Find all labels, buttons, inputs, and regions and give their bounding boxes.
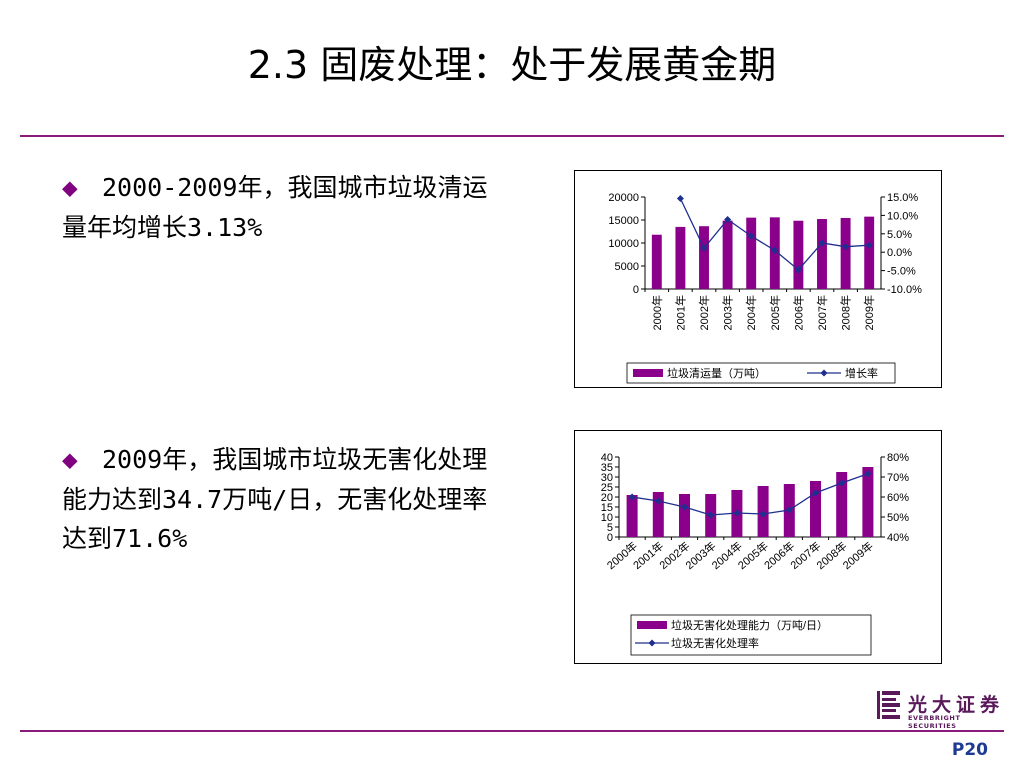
series-line-垃圾无害化处理率 — [632, 473, 869, 516]
chart-harmless-treatment-svg: 403530252015105080%70%60%50%40%2000年2001… — [601, 452, 909, 656]
x-tick-label: 2006年 — [791, 295, 805, 330]
x-tick-label: 2008年 — [839, 295, 853, 330]
x-tick-label: 2000年 — [650, 295, 664, 330]
logo-text-en: EVERBRIGHT SECURITIES — [908, 714, 961, 730]
data-point — [842, 243, 850, 251]
bar-2008年 — [840, 217, 851, 289]
diamond-bullet-icon: ◆ — [62, 445, 78, 475]
y-tick-label-left: 20 — [601, 492, 613, 504]
bar-2002年 — [699, 226, 709, 289]
data-point — [759, 510, 767, 518]
y-tick-label-left: 10000 — [608, 238, 639, 250]
chart-harmless-treatment: 40 35 30 25 20 15 10 5 0 80% 70% 60% 50% 40% 2000年 2001… — [574, 430, 942, 664]
data-point — [700, 244, 708, 252]
y-tick-label-right: 40% — [887, 532, 909, 544]
x-tick-label: 2002年 — [697, 295, 711, 330]
y-tick-label-right: 5.0% — [887, 229, 912, 241]
data-point — [771, 246, 779, 254]
bar-2009年 — [862, 467, 874, 537]
data-point — [676, 194, 684, 202]
data-point — [747, 232, 755, 240]
bar-2007年 — [817, 219, 827, 289]
y-tick-label-right: 50% — [887, 512, 909, 524]
legend-bar-swatch — [637, 621, 667, 629]
data-point — [724, 215, 732, 223]
data-point — [681, 503, 688, 511]
legend-marker — [648, 639, 656, 647]
page-number: P20 — [951, 740, 988, 760]
chart-garbage-collection: 20000 15000 10000 5000 0 15.0% 10.0% 5.0% 0.0% -5… — [574, 170, 942, 388]
y-tick-label-left: 20000 — [608, 192, 639, 204]
bar-2001年 — [652, 492, 664, 537]
y-tick-label-right: -5.0% — [887, 266, 916, 278]
x-tick-label: 2007年 — [815, 295, 829, 330]
bar-2003年 — [722, 220, 733, 289]
y-tick-label-left: 0 — [607, 532, 613, 544]
y-tick-label-left: 25 — [601, 482, 613, 494]
bar-2002年 — [678, 494, 691, 537]
y-tick-label-left: 0 — [633, 284, 639, 296]
bar-2008年 — [836, 472, 848, 537]
diamond-bullet-icon: ◆ — [62, 173, 78, 203]
legend-bar-label: 垃圾清运量（万吨） — [667, 366, 766, 380]
y-tick-label-right: 70% — [887, 472, 909, 484]
page-title: 2.3 固废处理：处于发展黄金期 — [247, 43, 777, 87]
company-logo: 光大证券 EVERBRIGHT SECURITIES — [876, 690, 1006, 730]
chart-garbage-collection-svg: 20000 15000 10000 5000 0 15.0% 10.0% 5.0% 0.0% -5… — [608, 192, 922, 384]
footer-divider — [20, 730, 1004, 732]
y-tick-label-left: 5000 — [615, 261, 639, 273]
data-point — [818, 239, 826, 247]
y-tick-label-left: 15000 — [608, 215, 639, 227]
bar-2001年 — [675, 226, 686, 289]
legend-bar-label: 垃圾无害化处理能力（万吨/日） — [671, 618, 828, 632]
bar-2000年 — [626, 495, 638, 537]
legend-marker — [820, 369, 828, 377]
legend-bar-swatch — [633, 369, 663, 377]
legend-box — [626, 362, 896, 384]
x-tick-label: 2005年 — [768, 295, 782, 330]
y-tick-label-left: 30 — [601, 472, 613, 484]
data-point — [812, 489, 819, 497]
x-tick-label: 2001年 — [673, 295, 687, 330]
y-tick-label-left: 40 — [601, 452, 613, 464]
legend-box — [630, 614, 872, 656]
y-tick-label-right: -10.0% — [887, 284, 922, 296]
x-tick-label: 2003年 — [721, 295, 735, 330]
data-point — [628, 493, 636, 501]
bar-2009年 — [864, 216, 875, 289]
bar-2006年 — [793, 220, 804, 289]
data-point — [864, 470, 872, 478]
legend-line-label: 增长率 — [845, 366, 878, 380]
title-divider — [20, 135, 1004, 137]
bar-2007年 — [809, 481, 822, 537]
y-tick-label-right: 0.0% — [887, 247, 912, 259]
data-point — [707, 511, 715, 519]
bullet-point-1: ◆ 2000-2009年，我国城市垃圾清运量年均增长3.13% — [62, 168, 502, 247]
bullet-point-2: ◆ 2009年，我国城市垃圾无害化处理能力达到34.7万吨/日，无害化处理率达到7… — [62, 440, 502, 558]
bullet-text-2: 2009年，我国城市垃圾无害化处理能力达到34.7万吨/日，无害化处理率达到71… — [62, 445, 488, 553]
data-point — [733, 509, 741, 517]
y-tick-label-left: 35 — [601, 462, 613, 474]
data-point — [785, 506, 793, 514]
x-tick-label: 2009年 — [840, 539, 876, 573]
legend-line-label: 垃圾无害化处理率 — [671, 636, 759, 650]
logo-text-cn: 光大证券 — [908, 694, 1005, 716]
data-point — [654, 497, 662, 505]
y-tick-label-right: 60% — [887, 492, 909, 504]
bullet-text-1: 2000-2009年，我国城市垃圾清运量年均增长3.13% — [62, 173, 488, 242]
y-tick-label-left: 15 — [601, 502, 613, 514]
data-point — [865, 241, 873, 249]
data-point — [838, 479, 846, 487]
x-tick-label: 2009年 — [862, 295, 876, 330]
y-tick-label-right: 80% — [887, 452, 909, 464]
data-point — [794, 266, 802, 274]
y-tick-label-right: 15.0% — [887, 192, 918, 204]
x-tick-label: 2004年 — [744, 295, 758, 330]
y-tick-label-right: 10.0% — [887, 210, 918, 222]
bar-2004年 — [746, 217, 757, 289]
y-tick-label-left: 5 — [607, 522, 613, 534]
y-tick-label-left: 10 — [601, 512, 613, 524]
logo-mark-icon — [877, 691, 900, 719]
bar-2000年 — [651, 234, 662, 289]
